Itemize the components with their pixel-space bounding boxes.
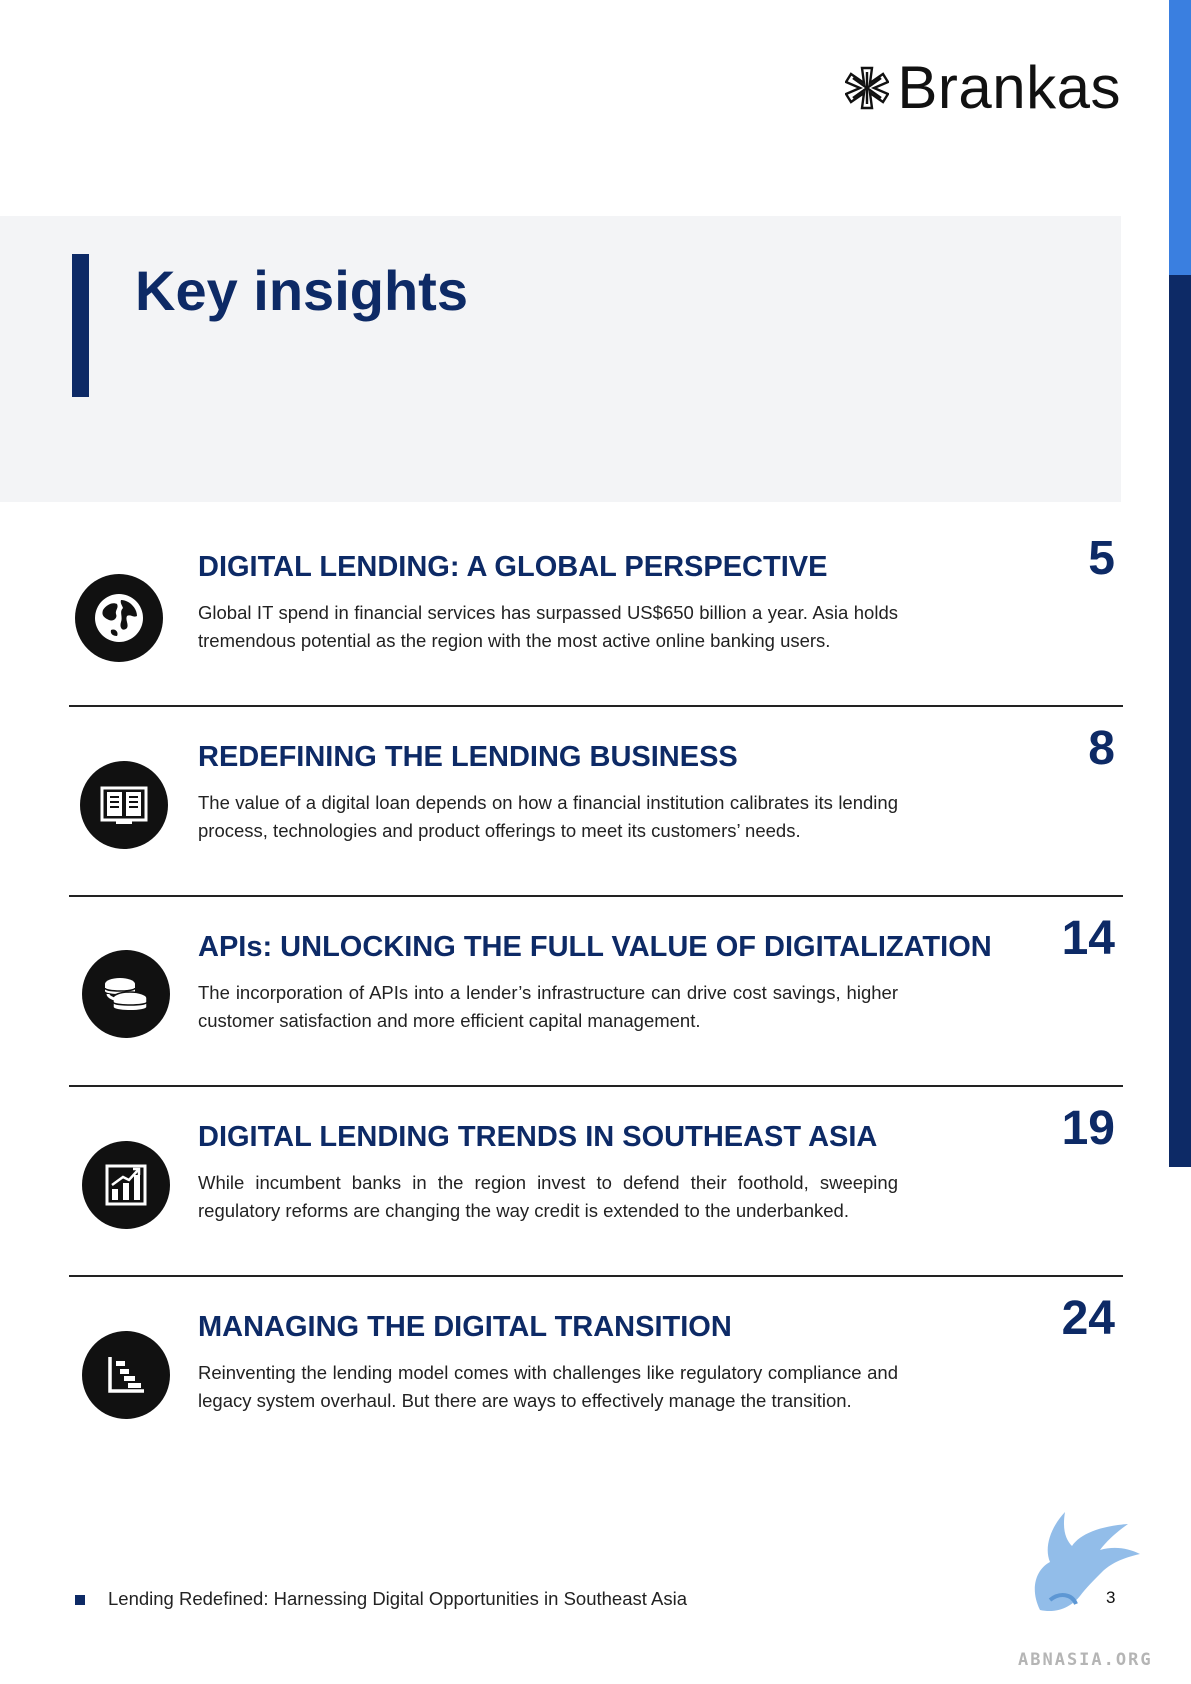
- insight-item[interactable]: APIs: UNLOCKING THE FULL VALUE OF DIGITA…: [69, 897, 1123, 1087]
- insight-title: MANAGING THE DIGITAL TRANSITION: [198, 1311, 732, 1343]
- insight-item[interactable]: DIGITAL LENDING TRENDS IN SOUTHEAST ASIA…: [69, 1087, 1123, 1277]
- side-accent-bar-top: [1169, 0, 1191, 275]
- watermark-text: ABNASIA.ORG: [1018, 1650, 1153, 1670]
- griffin-logo-icon: [1034, 1512, 1140, 1612]
- coins-icon: [82, 950, 170, 1038]
- hero-accent-bar: [72, 254, 89, 397]
- book-monitor-icon: [80, 761, 168, 849]
- hero-panel: [0, 216, 1121, 502]
- insight-item[interactable]: MANAGING THE DIGITAL TRANSITION Reinvent…: [69, 1277, 1123, 1467]
- insight-description: Global IT spend in financial services ha…: [198, 602, 898, 651]
- insight-page-number: 19: [1061, 1102, 1115, 1155]
- insight-item[interactable]: DIGITAL LENDING: A GLOBAL PERSPECTIVE Gl…: [69, 517, 1123, 707]
- asterisk-star-icon: [845, 66, 890, 110]
- insight-page-number: 8: [1088, 722, 1115, 775]
- insight-description: The value of a digital loan depends on h…: [198, 792, 898, 841]
- insight-page-number: 14: [1061, 912, 1115, 965]
- brand-logo: Brankas: [845, 58, 1121, 118]
- insight-description: While incumbent banks in the region inve…: [198, 1172, 898, 1221]
- insight-title: DIGITAL LENDING TRENDS IN SOUTHEAST ASIA: [198, 1121, 878, 1153]
- insight-description: Reinventing the lending model comes with…: [198, 1362, 898, 1411]
- bar-chart-growth-icon: [82, 1141, 170, 1229]
- page-title: Key insights: [135, 259, 468, 322]
- insight-title: REDEFINING THE LENDING BUSINESS: [198, 741, 738, 773]
- insight-description: The incorporation of APIs into a lender’…: [198, 982, 898, 1031]
- insight-page-number: 24: [1061, 1292, 1115, 1345]
- brand-name: Brankas: [897, 54, 1121, 121]
- globe-icon: [75, 574, 163, 662]
- footer-marker: [75, 1595, 85, 1605]
- descending-chart-icon: [82, 1331, 170, 1419]
- side-accent-bar: [1169, 275, 1191, 1167]
- insight-title: DIGITAL LENDING: A GLOBAL PERSPECTIVE: [198, 551, 828, 583]
- insight-item[interactable]: REDEFINING THE LENDING BUSINESS The valu…: [69, 707, 1123, 897]
- insight-title: APIs: UNLOCKING THE FULL VALUE OF DIGITA…: [198, 931, 992, 963]
- insight-page-number: 5: [1088, 532, 1115, 585]
- footer-title: Lending Redefined: Harnessing Digital Op…: [108, 1588, 688, 1609]
- page-number: 3: [1106, 1588, 1116, 1607]
